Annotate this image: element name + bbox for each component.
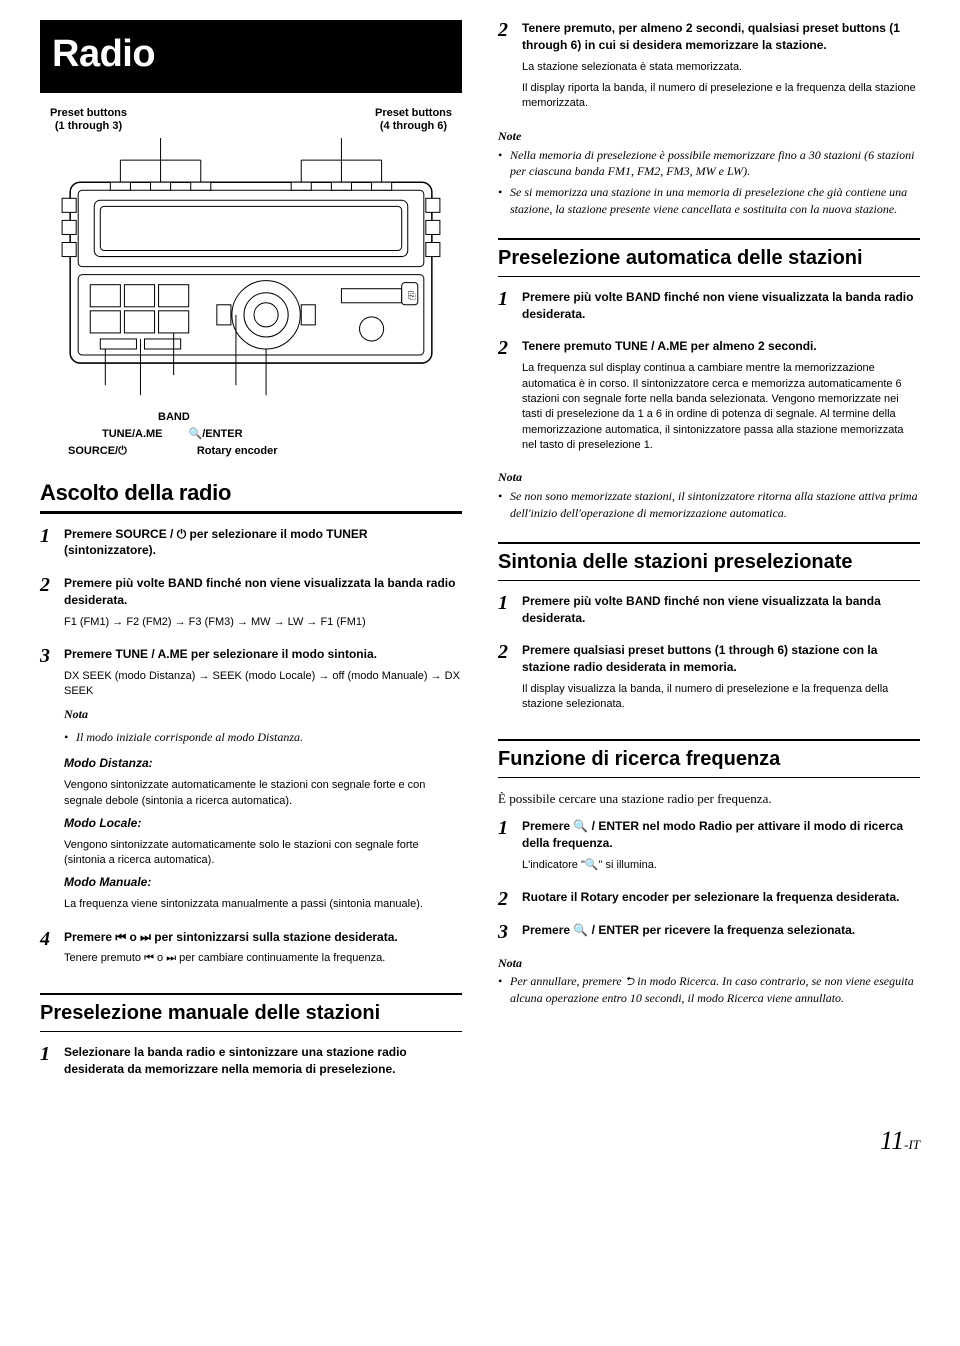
presel-man-step2-a: La stazione selezionata è stata memorizz… (522, 60, 920, 75)
callout-preset13-l2: (1 through 3) (50, 120, 127, 133)
heading-freq: Funzione di ricerca frequenza (498, 739, 920, 778)
ascolto-step4: Premere ⏮ o ⏭ per sintonizzarsi sulla st… (64, 929, 462, 946)
pm-step-num-1: 1 (40, 1044, 64, 1084)
auto-step2-sub: La frequenza sul display continua a camb… (522, 361, 920, 453)
label-rotary: Rotary encoder (197, 444, 278, 459)
modo-manuale: La frequenza viene sintonizzata manualme… (64, 897, 462, 912)
freq-step1: Premere 🔍 / ENTER nel modo Radio per att… (522, 818, 920, 852)
pm-note1: Nella memoria di preselezione è possibil… (498, 147, 920, 181)
heading-auto: Preselezione automatica delle stazioni (498, 238, 920, 277)
freq-intro: È possibile cercare una stazione radio p… (498, 790, 920, 808)
freq-step-num-1: 1 (498, 818, 522, 879)
modo-locale: Vengono sintonizzate automaticamente sol… (64, 838, 462, 869)
presel-man-step2-b: Il display riporta la banda, il numero d… (522, 81, 920, 112)
step-num-4: 4 (40, 929, 64, 973)
freq-step-num-2: 2 (498, 889, 522, 912)
step-num-2: 2 (40, 575, 64, 636)
auto-note-h: Nota (498, 469, 920, 486)
freq-step-num-3: 3 (498, 922, 522, 945)
page-num: 11 (880, 1126, 904, 1155)
auto-step-num-1: 1 (498, 289, 522, 329)
callout-preset13-l1: Preset buttons (50, 107, 127, 120)
page-number: 11-IT (40, 1123, 920, 1159)
label-source: SOURCE/⏻ (68, 444, 127, 459)
step3-note: Il modo iniziale corrisponde al modo Dis… (64, 729, 462, 746)
svg-text:⎘: ⎘ (408, 290, 416, 301)
page-suffix: -IT (904, 1137, 920, 1152)
ascolto-step1: Premere SOURCE / ⏻ per selezionare il mo… (64, 526, 462, 560)
label-enter: 🔍/ENTER (189, 427, 243, 442)
pm-step-num-2: 2 (498, 20, 522, 118)
heading-ascolto: Ascolto della radio (40, 478, 462, 514)
freq-step2: Ruotare il Rotary encoder per selezionar… (522, 889, 920, 906)
pm-note2: Se si memorizza una stazione in una memo… (498, 184, 920, 218)
ascolto-step4-sub: Tenere premuto ⏮ o ⏭ per cambiare contin… (64, 951, 462, 966)
heading-sintonia: Sintonia delle stazioni preselezionate (498, 542, 920, 581)
device-diagram: ⎘ (40, 138, 462, 399)
diagram-labels: BAND TUNE/A.ME 🔍/ENTER SOURCE/⏻ Rotary e… (68, 410, 462, 460)
auto-step-num-2: 2 (498, 338, 522, 459)
step-num-1: 1 (40, 526, 64, 566)
callout-row: Preset buttons (1 through 3) Preset butt… (50, 107, 452, 133)
ascolto-step2: Premere più volte BAND finché non viene … (64, 575, 462, 609)
freq-note-h: Nota (498, 955, 920, 972)
sint-step1: Premere più volte BAND finché non viene … (522, 593, 920, 627)
ascolto-step3-sub: DX SEEK (modo Distanza) → SEEK (modo Loc… (64, 669, 462, 700)
sint-step-num-2: 2 (498, 642, 522, 718)
sint-step2-sub: Il display visualizza la banda, il numer… (522, 682, 920, 713)
freq-note: Per annullare, premere ⮌ in modo Ricerca… (498, 973, 920, 1007)
page-title: Radio (40, 20, 462, 93)
pm-note-h: Note (498, 128, 920, 145)
sint-step-num-1: 1 (498, 593, 522, 633)
ascolto-step2-sub: F1 (FM1) → F2 (FM2) → F3 (FM3) → MW → LW… (64, 615, 462, 630)
auto-step1: Premere più volte BAND finché non viene … (522, 289, 920, 323)
heading-presel-man: Preselezione manuale delle stazioni (40, 993, 462, 1032)
modo-distanza-h: Modo Distanza: (64, 755, 462, 772)
auto-step2: Tenere premuto TUNE / A.ME per almeno 2 … (522, 338, 920, 355)
ascolto-step3: Premere TUNE / A.ME per selezionare il m… (64, 646, 462, 663)
presel-man-step2: Tenere premuto, per almeno 2 secondi, qu… (522, 20, 920, 54)
auto-note: Se non sono memorizzate stazioni, il sin… (498, 488, 920, 522)
sint-step2: Premere qualsiasi preset buttons (1 thro… (522, 642, 920, 676)
step3-note-h: Nota (64, 706, 462, 723)
callout-preset46-l1: Preset buttons (375, 107, 452, 120)
label-band: BAND (158, 410, 462, 425)
freq-step3: Premere 🔍 / ENTER per ricevere la freque… (522, 922, 920, 939)
freq-step1-sub: L'indicatore "🔍" si illumina. (522, 858, 920, 873)
modo-distanza: Vengono sintonizzate automaticamente le … (64, 778, 462, 809)
presel-man-step1: Selezionare la banda radio e sintonizzar… (64, 1044, 462, 1078)
callout-preset46-l2: (4 through 6) (375, 120, 452, 133)
step-num-3: 3 (40, 646, 64, 919)
label-tune: TUNE/A.ME (102, 427, 163, 442)
modo-manuale-h: Modo Manuale: (64, 874, 462, 891)
modo-locale-h: Modo Locale: (64, 815, 462, 832)
